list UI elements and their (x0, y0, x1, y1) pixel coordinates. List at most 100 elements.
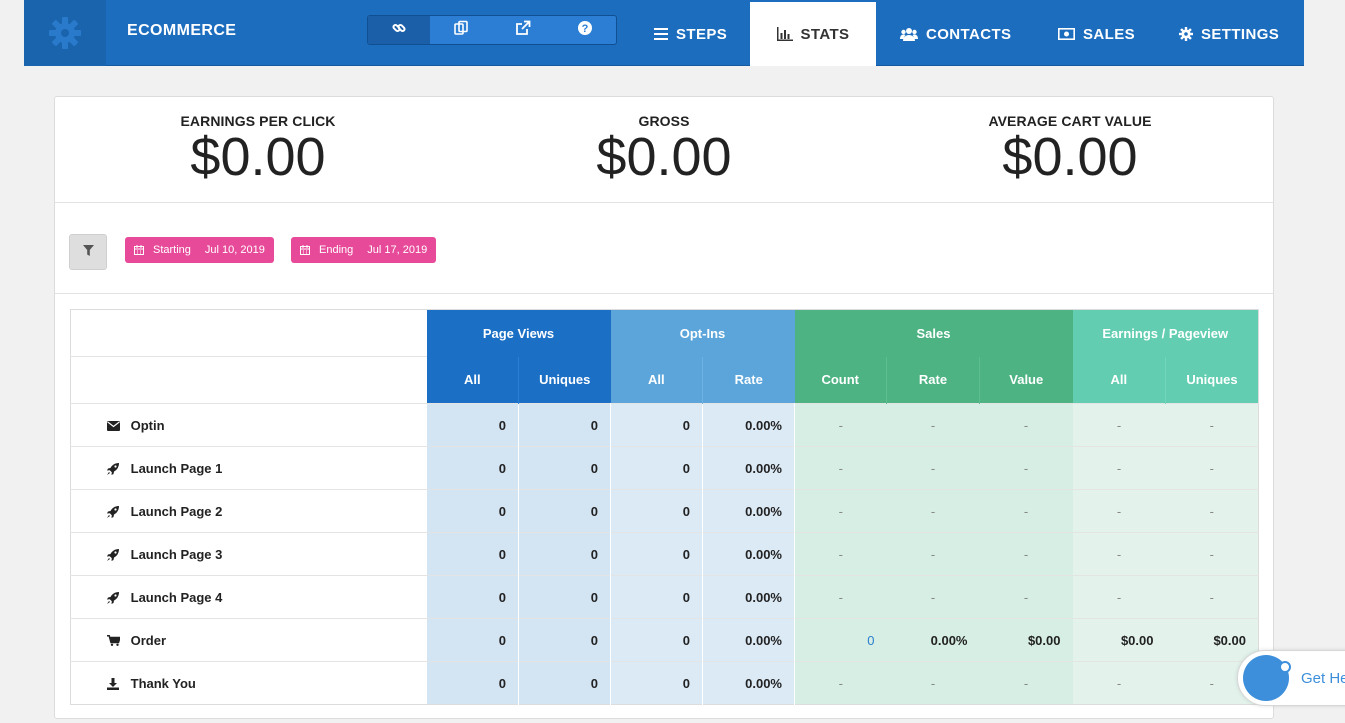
table-corner (70, 309, 427, 357)
earnings-uniques-cell: - (1165, 403, 1259, 447)
col-header-sales-rate: Rate (886, 356, 980, 404)
pv-all-cell: 0 (426, 661, 519, 705)
sales-rate-cell: - (886, 575, 980, 619)
calendar-icon (300, 245, 310, 255)
step-name-cell[interactable]: Optin (70, 403, 427, 447)
funnel-title: ECOMMERCE (127, 22, 237, 39)
sales-rate-cell: - (886, 446, 980, 490)
table-row: Order 0 0 0 0.00% 0 0.00% $0.00 $0.00 $0… (70, 618, 1259, 662)
step-name-cell[interactable]: Launch Page 1 (70, 446, 427, 490)
copy-icon (453, 20, 469, 41)
earnings-uniques-cell: - (1165, 575, 1259, 619)
cart-icon (107, 635, 121, 647)
pv-all-cell: 0 (426, 446, 519, 490)
pv-all-cell: 0 (426, 489, 519, 533)
pv-all-cell: 0 (426, 532, 519, 576)
sales-count-cell: - (794, 575, 887, 619)
earnings-uniques-cell: - (1165, 489, 1259, 533)
link-button[interactable] (368, 16, 430, 44)
help-icon: ? (577, 20, 593, 41)
oi-rate-cell: 0.00% (702, 575, 795, 619)
earnings-uniques-cell: - (1165, 532, 1259, 576)
oi-all-cell: 0 (610, 618, 703, 662)
group-header-opt-ins: Opt-Ins (610, 309, 795, 357)
pv-uniques-cell: 0 (518, 489, 611, 533)
table-row: Optin 0 0 0 0.00% - - - - - (70, 403, 1259, 447)
metric-value: $0.00 (190, 127, 326, 187)
users-icon (900, 27, 918, 41)
pv-uniques-cell: 0 (518, 618, 611, 662)
help-chat-widget[interactable]: Get He (1237, 650, 1345, 706)
sales-count-cell: - (794, 661, 887, 705)
download-icon (107, 677, 121, 690)
sales-count-cell: - (794, 532, 887, 576)
list-icon (654, 28, 668, 40)
table-row: Thank You 0 0 0 0.00% - - - - - (70, 661, 1259, 705)
tab-stats-label: STATS (800, 25, 850, 43)
pv-uniques-cell: 0 (518, 661, 611, 705)
external-link-icon (515, 20, 531, 41)
earnings-all-cell: - (1072, 661, 1166, 705)
money-icon (1058, 28, 1075, 40)
open-external-button[interactable] (492, 16, 554, 44)
oi-rate-cell: 0.00% (702, 618, 795, 662)
step-name-cell[interactable]: Launch Page 4 (70, 575, 427, 619)
start-date-label: Starting (153, 244, 191, 256)
end-date-value: Jul 17, 2019 (367, 244, 428, 256)
toolbar-button-group: ? (367, 15, 617, 45)
funnel-stats-table: Page Views Opt-Ins Sales Earnings / Page… (70, 309, 1259, 705)
tab-sales[interactable]: SALES (1058, 2, 1158, 66)
earnings-all-cell: - (1072, 403, 1166, 447)
col-header-earnings-uniques: Uniques (1165, 356, 1259, 404)
group-header-earnings: Earnings / Pageview (1072, 309, 1259, 357)
filter-icon (82, 243, 94, 261)
step-name-cell[interactable]: Order (70, 618, 427, 662)
help-button[interactable]: ? (554, 16, 616, 44)
tab-contacts-label: CONTACTS (926, 25, 1012, 43)
col-header-earnings-all: All (1072, 356, 1166, 404)
end-date-picker[interactable]: Ending Jul 17, 2019 (291, 237, 437, 263)
oi-all-cell: 0 (610, 489, 703, 533)
start-date-picker[interactable]: Starting Jul 10, 2019 (125, 237, 274, 263)
sales-count-link[interactable]: 0 (794, 618, 887, 662)
table-corner-sub (70, 356, 427, 404)
oi-rate-cell: 0.00% (702, 661, 795, 705)
earnings-uniques-cell: $0.00 (1165, 618, 1259, 662)
summary-metrics: EARNINGS PER CLICK $0.00 GROSS $0.00 AVE… (55, 97, 1273, 203)
sales-count-cell: - (794, 403, 887, 447)
earnings-all-cell: - (1072, 489, 1166, 533)
oi-rate-cell: 0.00% (702, 489, 795, 533)
step-name-cell[interactable]: Launch Page 3 (70, 532, 427, 576)
pv-all-cell: 0 (426, 575, 519, 619)
filter-button[interactable] (69, 234, 107, 270)
pv-all-cell: 0 (426, 403, 519, 447)
date-filters: Starting Jul 10, 2019 Ending Jul 17, 201… (55, 203, 1273, 294)
oi-rate-cell: 0.00% (702, 403, 795, 447)
tab-contacts[interactable]: CONTACTS (900, 2, 1032, 66)
col-header-pv-all: All (426, 356, 519, 404)
gear-logo-icon[interactable] (24, 0, 106, 66)
rocket-icon (107, 505, 121, 518)
copy-button[interactable] (430, 16, 492, 44)
help-widget-label: Get He (1301, 669, 1345, 687)
tab-stats[interactable]: STATS (750, 2, 876, 66)
link-icon (391, 20, 407, 41)
sales-count-cell: - (794, 446, 887, 490)
step-name-cell[interactable]: Launch Page 2 (70, 489, 427, 533)
metric-gross: GROSS $0.00 (514, 113, 814, 184)
step-name-cell[interactable]: Thank You (70, 661, 427, 705)
sales-value-cell: - (979, 446, 1073, 490)
tab-steps[interactable]: STEPS (654, 2, 750, 66)
metric-earnings-per-click: EARNINGS PER CLICK $0.00 (108, 113, 408, 184)
sales-value-cell: $0.00 (979, 618, 1073, 662)
tab-settings[interactable]: SETTINGS (1179, 2, 1303, 66)
sales-rate-cell: 0.00% (886, 618, 980, 662)
tab-steps-label: STEPS (676, 25, 728, 43)
oi-all-cell: 0 (610, 661, 703, 705)
sales-rate-cell: - (886, 489, 980, 533)
earnings-all-cell: $0.00 (1072, 618, 1166, 662)
pv-uniques-cell: 0 (518, 446, 611, 490)
table-row: Launch Page 2 0 0 0 0.00% - - - - - (70, 489, 1259, 533)
sales-value-cell: - (979, 575, 1073, 619)
oi-all-cell: 0 (610, 446, 703, 490)
